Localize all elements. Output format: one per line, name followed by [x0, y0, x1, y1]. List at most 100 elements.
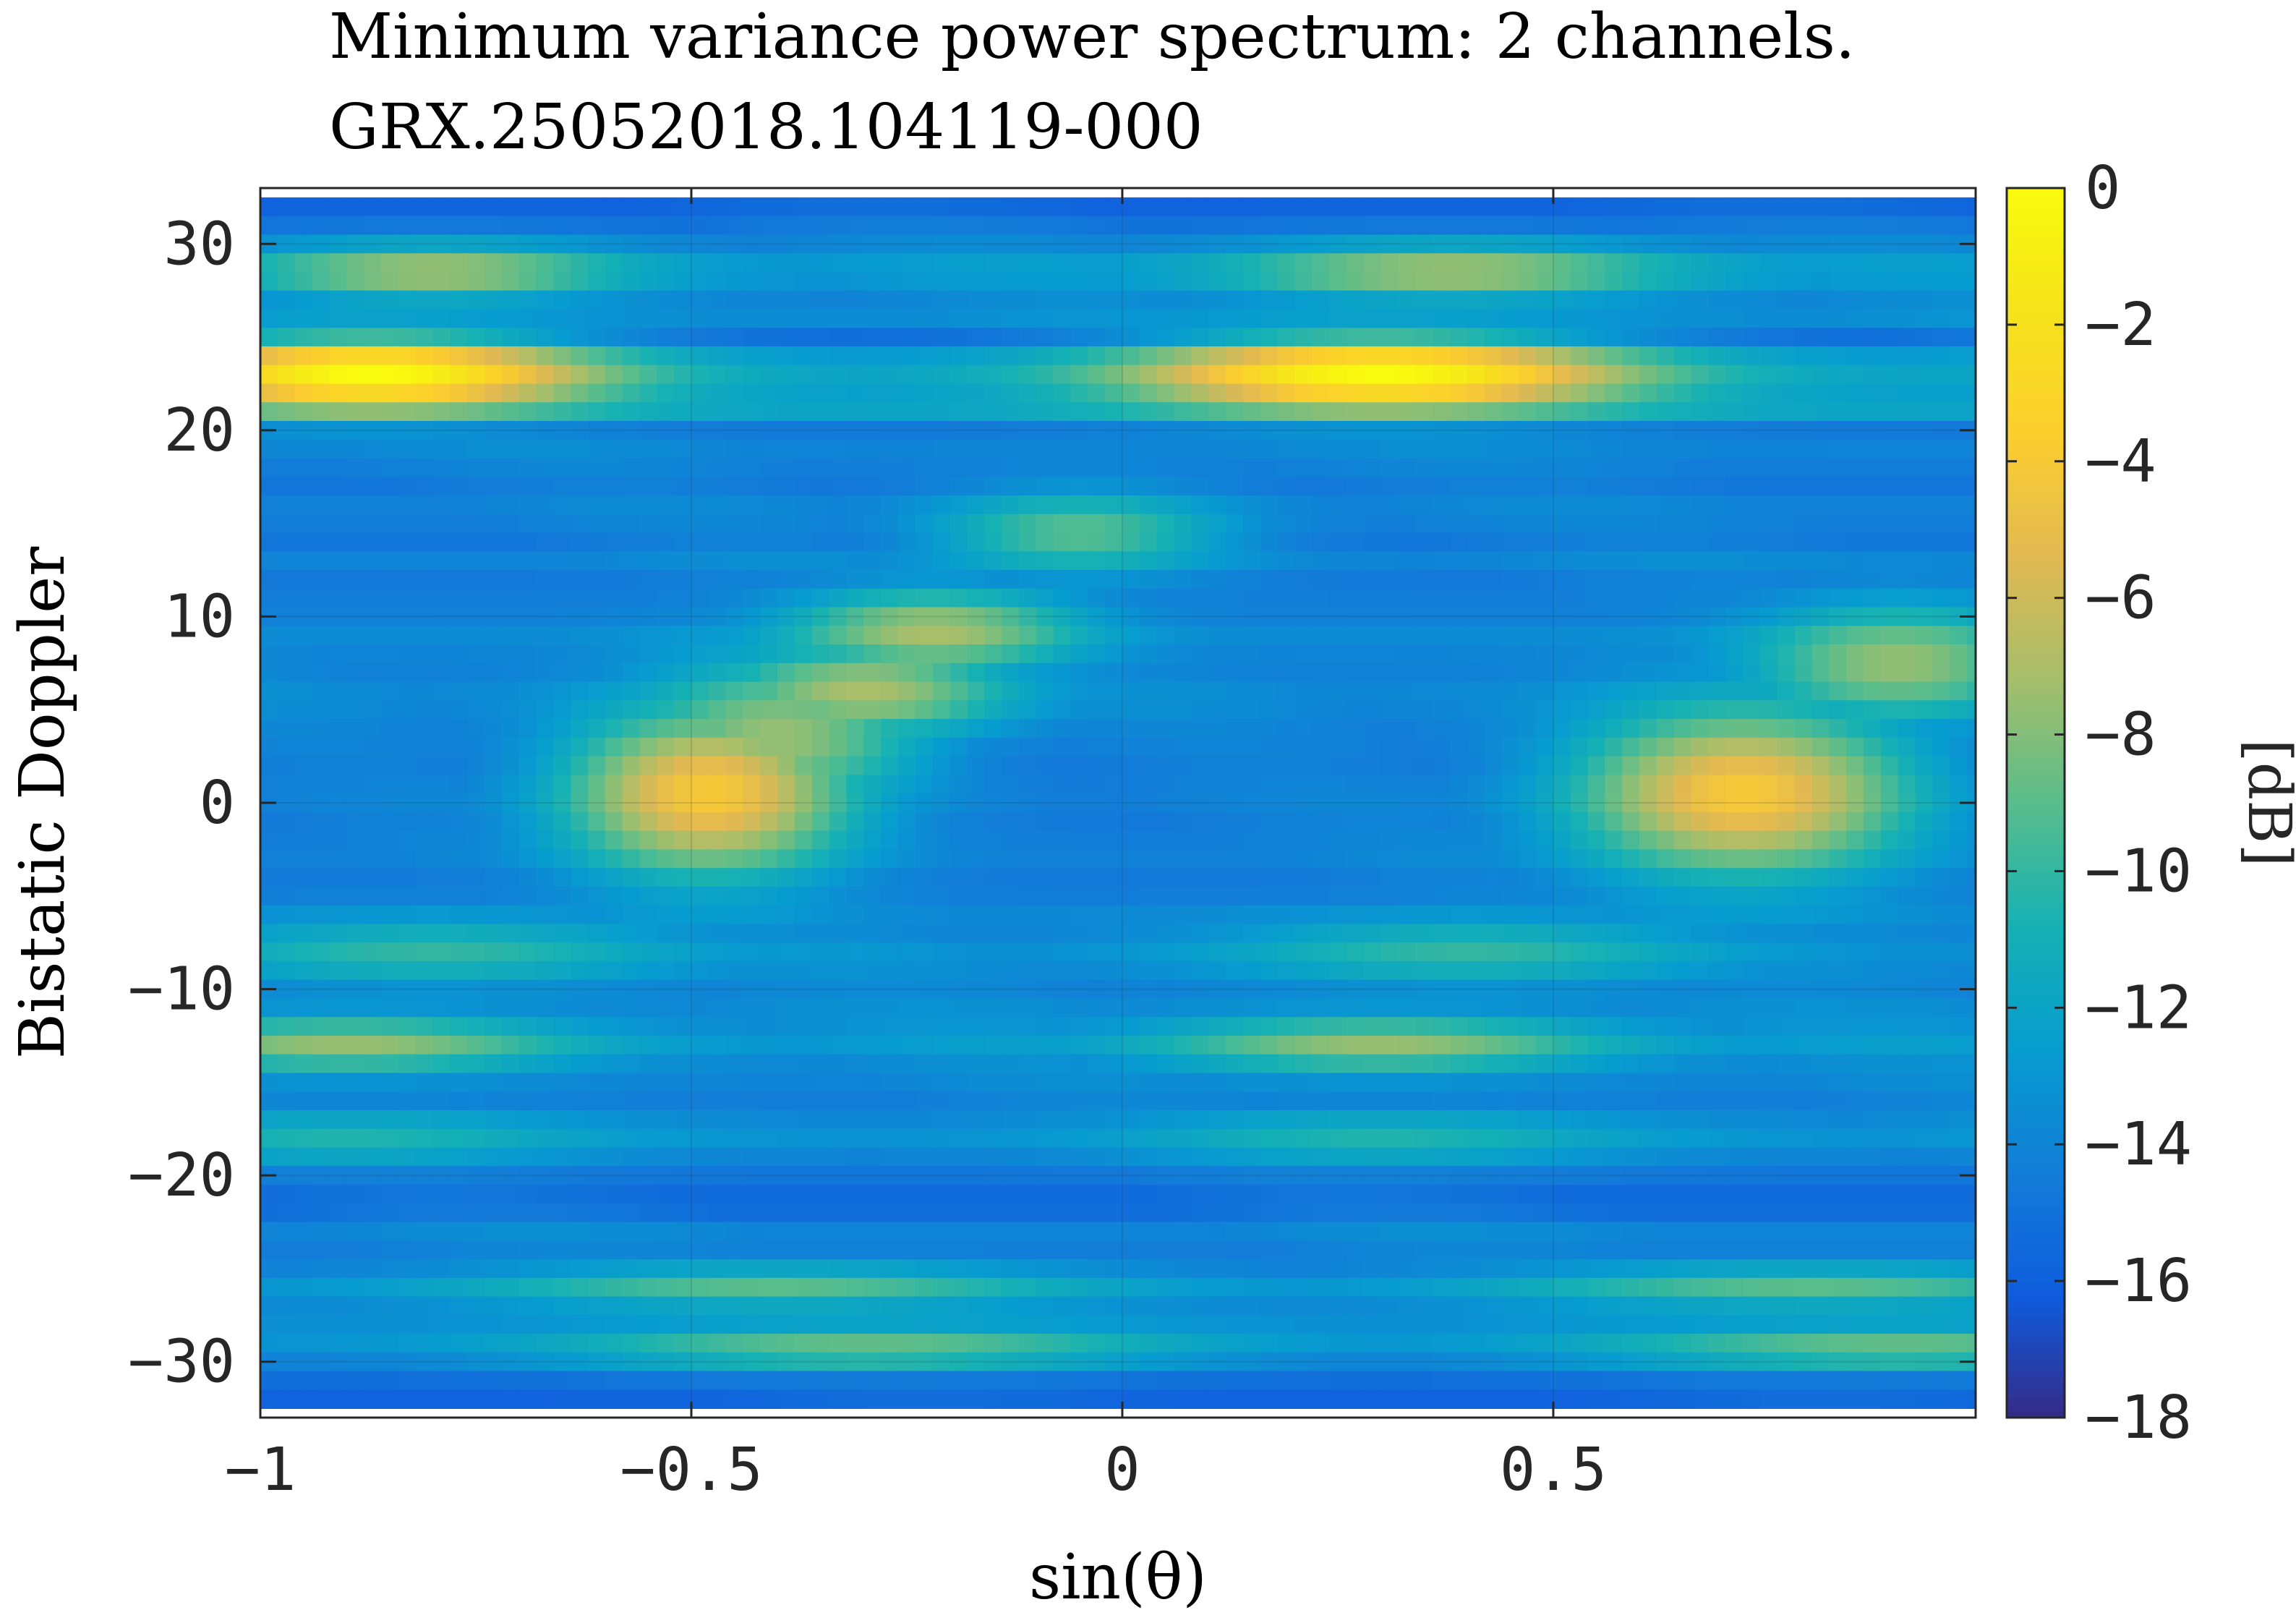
heatmap-cell [398, 439, 417, 459]
heatmap-cell [518, 942, 537, 962]
heatmap-cell [1174, 868, 1192, 887]
heatmap-cell [415, 737, 434, 757]
heatmap-cell [432, 421, 451, 440]
heatmap-cell [674, 216, 692, 236]
heatmap-cell [984, 216, 1002, 236]
heatmap-cell [1673, 421, 1692, 440]
heatmap-cell [1777, 1036, 1796, 1055]
heatmap-cell [674, 439, 692, 459]
heatmap-cell [1622, 495, 1640, 515]
heatmap-cell [536, 775, 554, 794]
heatmap-cell [1587, 830, 1606, 851]
heatmap-cell [881, 1073, 899, 1093]
heatmap-cell [398, 775, 417, 794]
heatmap-cell [364, 290, 382, 310]
heatmap-cell [329, 700, 347, 720]
heatmap-cell [536, 756, 554, 776]
heatmap-cell [1829, 924, 1847, 943]
heatmap-cell [795, 700, 813, 720]
heatmap-cell [294, 216, 313, 236]
heatmap-cell [1346, 644, 1365, 664]
heatmap-cell [1864, 495, 1882, 515]
heatmap-cell [1105, 551, 1123, 571]
heatmap-cell [811, 1054, 830, 1074]
heatmap-cell [674, 681, 692, 702]
heatmap-cell [1242, 439, 1261, 459]
heatmap-cell [1002, 868, 1020, 887]
heatmap-cell [536, 328, 554, 347]
heatmap-cell [312, 756, 330, 776]
heatmap-cell [1932, 719, 1950, 738]
heatmap-cell [1088, 551, 1106, 571]
heatmap-cell [1519, 960, 1537, 981]
heatmap-cell [294, 886, 313, 906]
heatmap-cell [432, 868, 451, 887]
heatmap-cell [1053, 979, 1072, 1000]
heatmap-cell [484, 775, 503, 794]
heatmap-cell [1846, 421, 1864, 440]
heatmap-cell [380, 1017, 399, 1036]
heatmap-cell [863, 756, 882, 776]
heatmap-cell [657, 346, 675, 366]
heatmap-cell [1156, 383, 1175, 404]
heatmap-cell [1587, 439, 1606, 459]
heatmap-cell [484, 570, 503, 589]
heatmap-cell [674, 532, 692, 553]
heatmap-cell [518, 1073, 537, 1093]
heatmap-cell [1932, 253, 1950, 273]
heatmap-cell [1088, 737, 1106, 757]
heatmap-cell [484, 588, 503, 608]
heatmap-cell [777, 346, 795, 366]
heatmap-cell [329, 532, 347, 553]
heatmap-cell [1605, 942, 1623, 962]
heatmap-cell [1725, 458, 1744, 478]
heatmap-cell [346, 271, 364, 291]
heatmap-cell [1622, 1073, 1640, 1093]
heatmap-cell [467, 365, 485, 385]
heatmap-cell [932, 1110, 951, 1130]
heatmap-cell [1587, 570, 1606, 589]
heatmap-cell [501, 197, 520, 217]
heatmap-cell [1708, 793, 1727, 813]
heatmap-cell [760, 551, 778, 571]
heatmap-cell [674, 793, 692, 813]
heatmap-cell [1191, 1017, 1209, 1036]
heatmap-cell [1329, 700, 1347, 720]
heatmap-cell [811, 681, 830, 702]
heatmap-cell [1070, 830, 1088, 851]
heatmap-cell [1139, 309, 1158, 328]
heatmap-cell [1536, 1036, 1554, 1055]
heatmap-cell [1329, 495, 1347, 515]
heatmap-cell [501, 1091, 520, 1111]
heatmap-cell [1174, 421, 1192, 440]
heatmap-cell [1864, 1017, 1882, 1036]
heatmap-cell [1725, 793, 1744, 813]
heatmap-cell [743, 346, 761, 366]
heatmap-cell [1174, 979, 1192, 1000]
heatmap-cell [1743, 328, 1761, 347]
heatmap-cell [1053, 793, 1072, 813]
heatmap-cell [881, 588, 899, 608]
heatmap-cell [1811, 271, 1830, 291]
heatmap-cell [795, 365, 813, 385]
heatmap-cell [795, 868, 813, 887]
heatmap-cell [881, 868, 899, 887]
heatmap-cell [380, 812, 399, 832]
heatmap-cell [1898, 756, 1916, 776]
heatmap-cell [863, 644, 882, 664]
heatmap-cell [1415, 421, 1433, 440]
heatmap-cell [708, 756, 727, 776]
heatmap-cell [1036, 700, 1054, 720]
heatmap-cell [1760, 365, 1778, 385]
heatmap-cell [1777, 942, 1796, 962]
heatmap-cell [518, 458, 537, 478]
heatmap-cell [587, 979, 606, 1000]
heatmap-cell [1673, 737, 1692, 757]
heatmap-cell [1449, 700, 1468, 720]
heatmap-cell [587, 775, 606, 794]
heatmap-cell [1967, 383, 1976, 404]
heatmap-cell [450, 514, 468, 534]
heatmap-cell [1191, 1073, 1209, 1093]
heatmap-cell [1829, 793, 1847, 813]
heatmap-cell [1191, 737, 1209, 757]
